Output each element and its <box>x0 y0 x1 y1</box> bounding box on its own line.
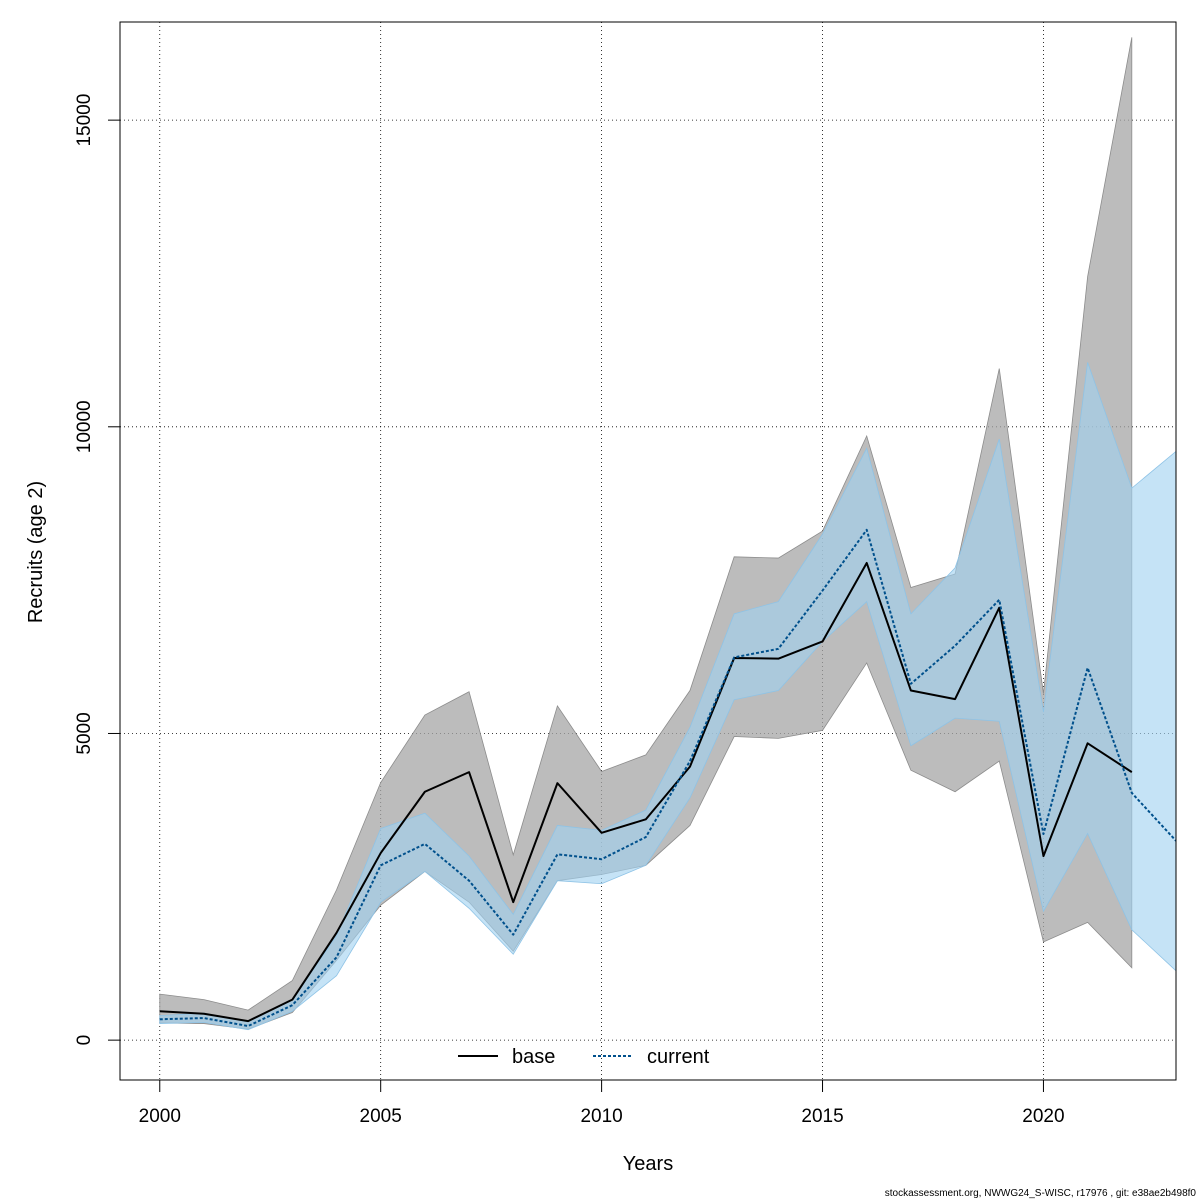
x-tick-label: 2015 <box>801 1106 843 1127</box>
legend: base current <box>458 1046 710 1068</box>
x-axis-title: Years <box>623 1153 673 1175</box>
legend-label-base: base <box>512 1046 555 1068</box>
series-lines <box>159 528 1176 1028</box>
y-axis-title: Recruits (age 2) <box>25 481 47 623</box>
x-tick-label: 2010 <box>580 1106 622 1127</box>
footer-note: stockassessment.org, NWWG24_S-WISC, r179… <box>885 1188 1197 1199</box>
confidence-bands <box>159 37 1176 1031</box>
band-current <box>159 362 1176 1031</box>
y-tick-label: 15000 <box>74 94 95 147</box>
y-tick-label: 10000 <box>74 400 95 453</box>
x-tick-label: 2020 <box>1022 1106 1064 1127</box>
line-base <box>159 561 1133 1023</box>
axes: 2000 2005 2010 2015 2020 0 5000 10000 15000 <box>74 94 1065 1127</box>
x-tick-label: 2005 <box>360 1106 402 1127</box>
line-current <box>159 528 1176 1028</box>
y-tick-label: 0 <box>74 1035 95 1046</box>
y-tick-label: 5000 <box>74 712 95 754</box>
legend-label-current: current <box>647 1046 710 1068</box>
x-tick-label: 2000 <box>139 1106 181 1127</box>
